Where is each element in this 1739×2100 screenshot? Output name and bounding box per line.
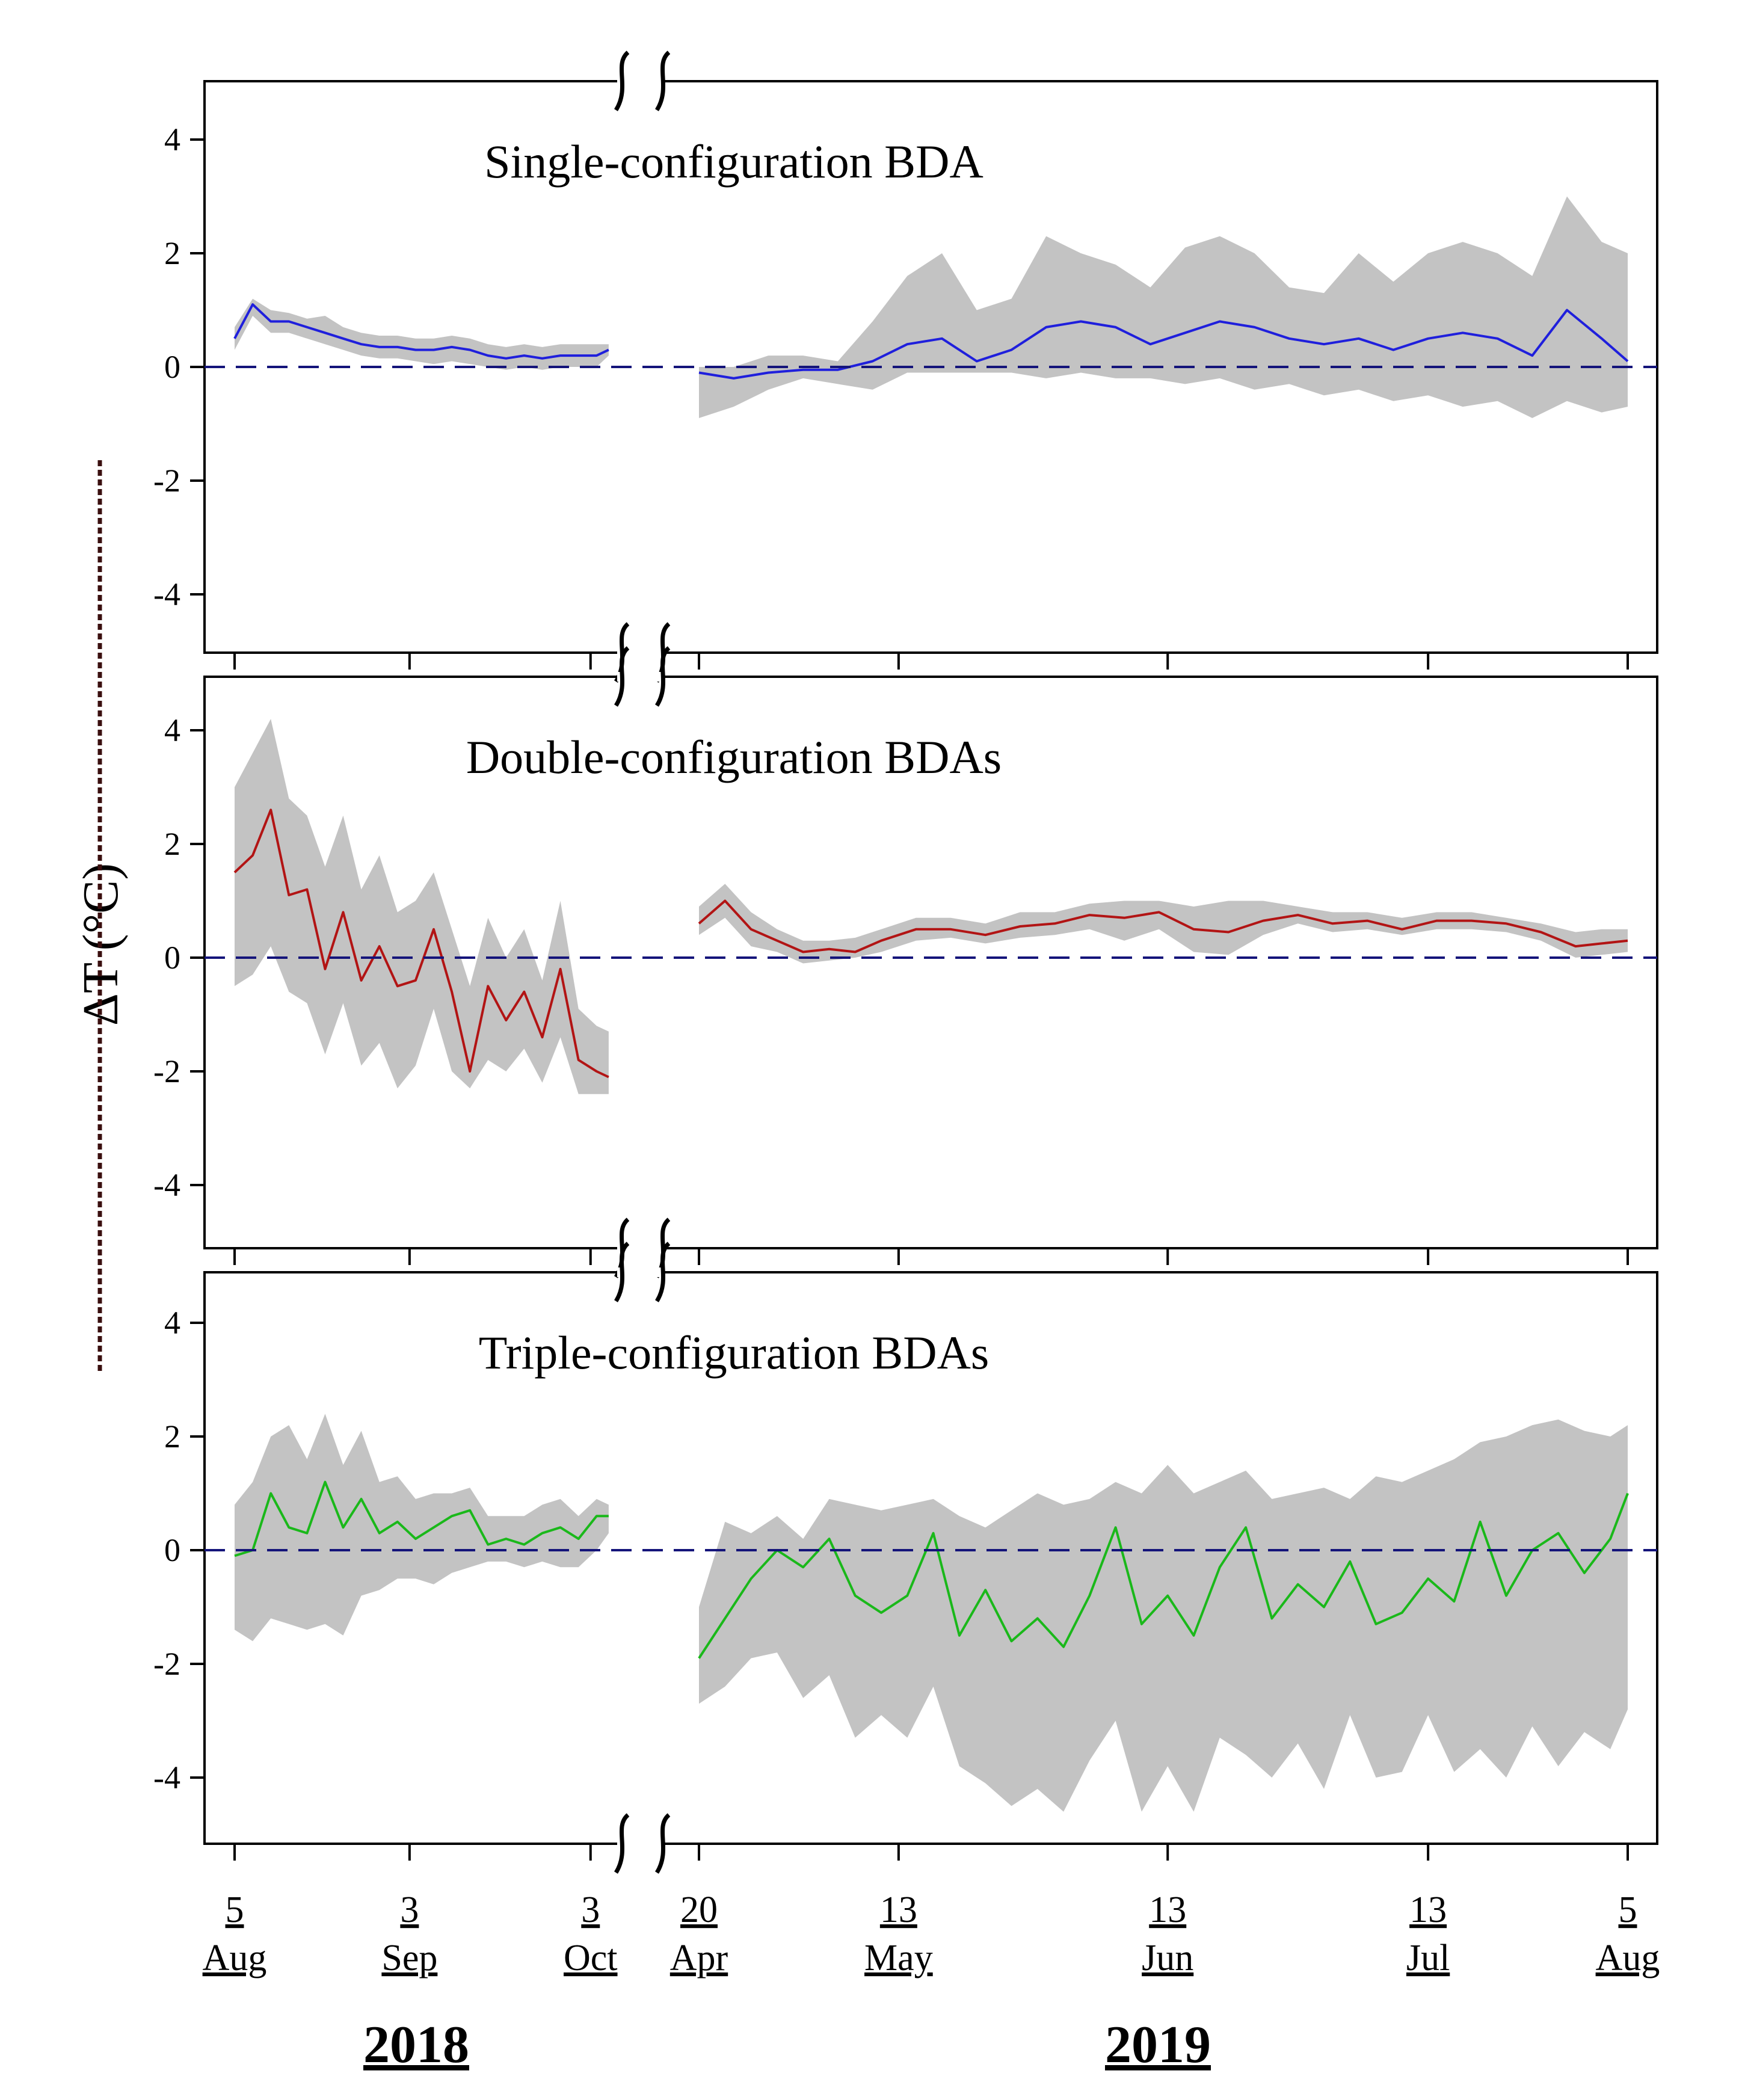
y-tick-label: 4 [164,1305,180,1341]
panels-layer: 4 2 0 -2 -4 Single-configuration BDA 4 2 0 -2 -4 Do… [153,80,1658,1861]
x-axis: 5 Aug 3 Sep 3 Oct 20 Apr 13 May 13 Jun 13 Jul 5 Aug [203,1889,1660,1978]
axis-break-mark [654,1813,671,1874]
series-2018-range-band [235,719,609,1094]
series-2019-range-band [699,1419,1628,1812]
series-2018-range-band [235,298,609,370]
series-2019-range-band [699,196,1628,418]
year-label-2018: 2018 [363,2016,469,2074]
panel-frame [203,1271,1658,1845]
y-tick-label: -2 [153,463,180,499]
x-tick-label-day: 20 [680,1889,718,1930]
axis-break-mark [654,1242,671,1302]
year-label-2019: 2019 [1105,2016,1211,2074]
x-tick-label-day: 13 [1409,1889,1447,1930]
series-2019-mean-line [698,1492,1629,1659]
x-tick-label-month: Apr [670,1938,728,1978]
y-tick-label: -4 [153,1760,180,1796]
axis-break-mark [654,646,671,707]
panel-frame [203,676,1658,1249]
y-tick-label: 4 [164,122,180,158]
y-tick-label: 0 [164,1532,180,1568]
x-tick-label-month: Jul [1406,1938,1450,1978]
series-2018-mean-line [233,808,609,1079]
y-tick-label: 2 [164,235,180,271]
panel-title: Triple-configuration BDAs [479,1326,990,1379]
y-tick-label: 0 [164,940,180,976]
axis-break-gap [617,1243,663,1253]
y-tick-label: 4 [164,712,180,748]
panel-1: 4 2 0 -2 -4 Single-configuration BDA [153,80,1658,670]
axis-break-mark [614,51,630,111]
axis-break-gap [617,76,663,86]
x-tick-label-month: May [864,1938,933,1978]
axis-break-mark [614,646,630,707]
axis-break-gap [617,648,663,657]
y-tick-label: 2 [164,1418,180,1455]
panel-3: 4 2 0 -2 -4 Triple-configuration BDAs [153,1271,1658,1861]
x-tick-label-day: 5 [1619,1889,1637,1930]
y-tick-label: 2 [164,826,180,862]
y-tick-label: -4 [153,576,180,612]
panel-2: 4 2 0 -2 -4 Double-configuration BDAs [153,676,1658,1265]
axis-break-gap [617,672,663,682]
axis-break-mark [614,1242,630,1302]
y-tick-label: -4 [153,1167,180,1203]
panel-title: Double-configuration BDAs [466,731,1002,783]
panel-title: Single-configuration BDA [484,135,983,188]
series-2019-range-band [699,884,1628,964]
series-2018-mean-line [233,303,609,360]
x-tick-label-month: Aug [203,1938,267,1978]
series-2018-mean-line [234,1480,609,1557]
x-tick-label-day: 13 [1149,1889,1186,1930]
axis-breaks [614,51,671,1874]
axis-break-gap [617,1267,663,1277]
series-2019-mean-line [698,899,1628,953]
series-2019-mean-line [698,309,1629,380]
y-tick-label: -2 [153,1646,180,1682]
series-2018-range-band [235,1414,609,1642]
x-tick-label-day: 3 [581,1889,600,1930]
x-tick-label-day: 5 [226,1889,244,1930]
axis-break-gap [617,1839,663,1849]
x-tick-label-month: Oct [564,1938,618,1978]
x-tick-label-month: Sep [381,1938,437,1978]
axis-break-mark [654,51,671,111]
y-tick-label: 0 [164,349,180,385]
y-tick-label: -2 [153,1053,180,1089]
x-tick-label-day: 3 [400,1889,419,1930]
x-tick-label-month: Jun [1142,1938,1193,1978]
axis-break-mark [614,1813,630,1874]
x-tick-label-day: 13 [880,1889,917,1930]
x-tick-label-month: Aug [1596,1938,1660,1978]
